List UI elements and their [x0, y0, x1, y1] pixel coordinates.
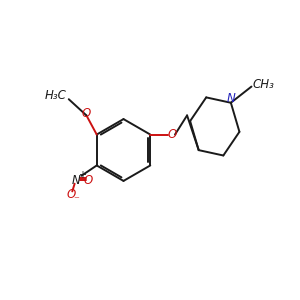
Text: H₃C: H₃C: [45, 89, 66, 102]
Text: CH₃: CH₃: [253, 78, 275, 91]
Text: N: N: [227, 92, 236, 105]
Text: O: O: [82, 107, 91, 120]
Text: O: O: [84, 174, 93, 187]
Text: ⁻: ⁻: [73, 195, 79, 205]
Text: O: O: [167, 128, 176, 141]
Text: N: N: [72, 174, 80, 187]
Text: O: O: [66, 188, 75, 201]
Text: +: +: [78, 170, 86, 180]
